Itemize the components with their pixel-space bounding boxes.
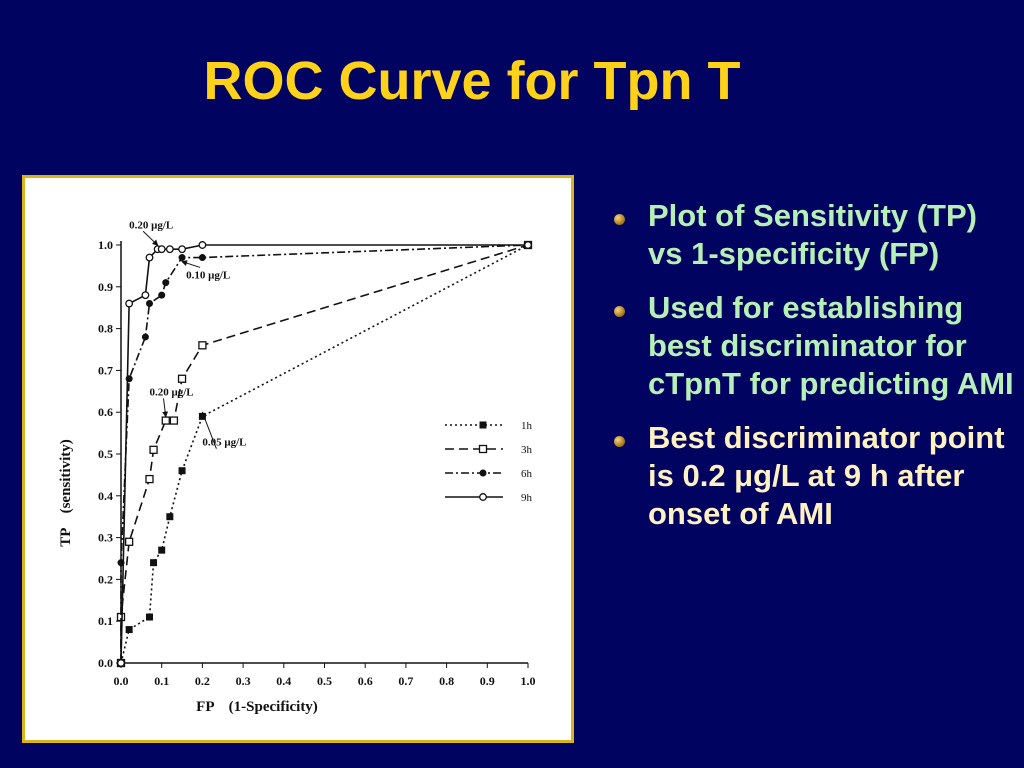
y-tick-label: 1.0 xyxy=(98,238,113,252)
x-tick-label: 0.0 xyxy=(114,674,129,688)
data-point-9h xyxy=(145,253,154,262)
slide-title: ROC Curve for Tpn T xyxy=(203,51,741,111)
legend-label: 9h xyxy=(521,492,533,504)
x-tick-label: 1.0 xyxy=(521,674,536,688)
roc-chart-frame: 0.0 0.1 0.2 0.3 0.4 0.5 0.6 0.7 0.8 0.9 1.0 0.0 0.1 0… xyxy=(22,175,574,743)
bullet-item: Used for establishing best discriminator… xyxy=(608,289,1018,403)
data-point-3h xyxy=(169,416,179,425)
data-point-9h xyxy=(125,299,134,308)
bullet-item: Plot of Sensitivity (TP) vs 1-specificit… xyxy=(608,197,1018,273)
bullet-item: Best discriminator point is 0.2 μg/L at … xyxy=(608,419,1018,533)
data-point-9h xyxy=(141,291,150,300)
y-tick-label: 0.7 xyxy=(98,363,113,377)
y-tick-label: 0.9 xyxy=(98,280,113,294)
data-point-1h xyxy=(150,559,158,567)
data-point-9h xyxy=(524,241,532,249)
legend-marker-3h xyxy=(478,444,488,454)
legend-marker-6h xyxy=(479,469,487,477)
x-axis-label: FP (1-Specificity) xyxy=(196,699,318,715)
y-axis-label: TP (sensitivity) xyxy=(58,439,74,547)
data-point-1h xyxy=(125,626,133,634)
x-tick-label: 0.8 xyxy=(439,674,454,688)
bullet-icon xyxy=(614,436,625,447)
annotation-label: 0.20 μg/L xyxy=(129,219,173,231)
series-3h xyxy=(116,240,533,668)
data-point-6h xyxy=(198,254,206,262)
data-point-6h xyxy=(145,300,153,308)
x-tick-label: 0.7 xyxy=(398,674,413,688)
y-tick-label: 0.1 xyxy=(98,614,113,628)
data-point-9h xyxy=(157,245,166,254)
annotation-arrow xyxy=(181,260,201,268)
legend-label: 3h xyxy=(521,444,533,456)
annotation-label: 0.10 μg/L xyxy=(186,269,230,281)
series-9h xyxy=(117,241,532,667)
y-tick-label: 0.4 xyxy=(98,489,113,503)
data-point-6h xyxy=(178,254,186,262)
data-point-9h xyxy=(198,241,207,249)
legend-marker-9h xyxy=(479,493,487,501)
y-tick-label: 0.2 xyxy=(98,572,113,586)
data-point-9h xyxy=(117,659,125,667)
annotation-arrow xyxy=(162,398,169,418)
y-tick-label: 0.5 xyxy=(98,447,113,461)
data-point-1h xyxy=(158,546,166,554)
data-point-9h xyxy=(178,245,186,254)
y-tick-label: 0.6 xyxy=(98,405,113,419)
data-point-6h xyxy=(158,291,166,299)
legend-label: 1h xyxy=(521,420,533,432)
data-point-3h xyxy=(149,445,158,454)
bullet-list: Plot of Sensitivity (TP) vs 1-specificit… xyxy=(608,197,1018,549)
data-point-1h xyxy=(166,513,174,521)
data-point-3h xyxy=(161,416,170,425)
x-tick-label: 0.6 xyxy=(358,674,373,688)
annotation-label: 0.05 μg/L xyxy=(202,437,246,449)
y-tick-label: 0.8 xyxy=(98,322,113,336)
legend-label: 6h xyxy=(521,468,533,480)
x-tick-label: 0.1 xyxy=(154,674,169,688)
data-point-6h xyxy=(162,279,170,287)
data-point-1h xyxy=(145,613,153,621)
data-point-3h xyxy=(145,474,154,484)
annotation-label: 0.20 μg/L xyxy=(149,386,193,398)
data-point-3h xyxy=(177,374,187,383)
y-tick-label: 0.3 xyxy=(98,531,113,545)
data-point-3h xyxy=(124,537,134,546)
x-tick-label: 0.4 xyxy=(276,674,291,688)
data-point-1h xyxy=(178,467,186,475)
bullet-icon xyxy=(614,214,625,225)
series-6h xyxy=(117,241,532,667)
x-tick-label: 0.3 xyxy=(236,674,251,688)
series-line-3h xyxy=(120,244,529,663)
annotation-arrow xyxy=(201,411,217,449)
data-point-9h xyxy=(165,245,174,254)
x-tick-label: 0.2 xyxy=(195,674,210,688)
legend-marker-1h xyxy=(479,421,487,429)
annotation-arrow xyxy=(142,230,159,246)
bullet-text: Used for establishing best discriminator… xyxy=(648,290,1014,401)
data-point-3h xyxy=(198,341,207,350)
x-tick-label: 0.9 xyxy=(480,674,495,688)
bullet-text: Plot of Sensitivity (TP) vs 1-specificit… xyxy=(648,198,977,271)
bullet-icon xyxy=(614,306,625,317)
roc-chart: 0.0 0.1 0.2 0.3 0.4 0.5 0.6 0.7 0.8 0.9 1.00.00.10… xyxy=(58,219,536,715)
y-tick-label: 0.0 xyxy=(98,656,113,670)
series-1h xyxy=(117,241,532,667)
data-point-6h xyxy=(141,333,149,341)
x-tick-label: 0.5 xyxy=(317,674,332,688)
bullet-text: Best discriminator point is 0.2 μg/L at … xyxy=(648,420,1005,531)
